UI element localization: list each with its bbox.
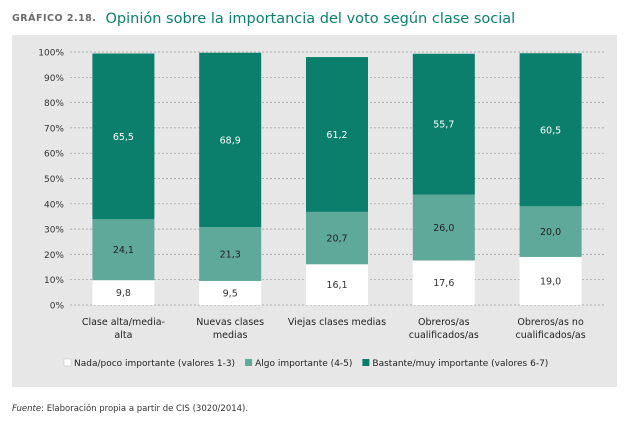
legend-swatch	[245, 359, 253, 366]
legend-label: Nada/poco importante (valores 1-3)	[74, 359, 235, 369]
bar-segment	[306, 264, 368, 305]
y-tick-label: 60%	[44, 150, 64, 160]
data-label: 65,5	[113, 132, 134, 143]
y-tick-label: 10%	[44, 276, 64, 286]
legend-label: Bastante/muy importante (valores 6-7)	[372, 359, 548, 369]
data-label: 20,0	[540, 227, 561, 238]
x-tick-label: cualificados/as	[516, 330, 586, 341]
bar-segment	[519, 256, 582, 305]
bar-segment	[412, 260, 475, 305]
data-label: 20,7	[326, 234, 347, 245]
legend-swatch	[63, 358, 72, 367]
data-label: 17,6	[433, 278, 454, 289]
y-tick-label: 90%	[44, 74, 64, 84]
data-label: 68,9	[220, 135, 241, 146]
bar-segment	[199, 280, 262, 305]
data-label: 60,5	[540, 125, 561, 136]
x-tick-label: Clase alta/media-	[82, 317, 165, 328]
data-label: 16,1	[326, 280, 347, 291]
x-tick-label: Obreros/as	[418, 317, 470, 328]
y-tick-label: 100%	[38, 49, 64, 59]
stacked-bar-chart: 0% 10% 20% 30% 40% 50% 60% 70% 80% 90% 100% 9,8 24,1…	[38, 49, 604, 369]
bar-segment	[306, 57, 368, 212]
source-note: Fuente: Elaboración propia a partir de C…	[12, 404, 248, 414]
data-label: 61,2	[326, 130, 347, 141]
y-tick-label: 20%	[44, 251, 64, 261]
x-tick-label: Obreros/as no	[517, 317, 584, 328]
bar-segment	[412, 53, 475, 195]
source-text: : Elaboración propia a partir de CIS (30…	[41, 404, 249, 414]
chart-title: Opinión sobre la importancia del voto se…	[105, 10, 516, 27]
bar-segment	[306, 211, 368, 265]
y-tick-label: 40%	[44, 200, 64, 210]
x-tick-label: medias	[213, 330, 248, 341]
y-tick-label: 0%	[50, 302, 65, 312]
data-label: 26,0	[433, 223, 454, 234]
data-label: 9,5	[223, 288, 238, 299]
data-label: 24,1	[113, 245, 134, 256]
data-label: 9,8	[116, 288, 131, 299]
bar-segment	[199, 52, 262, 228]
bar-segment	[199, 227, 262, 281]
y-tick-label: 30%	[44, 226, 64, 236]
chart-panel: 0% 10% 20% 30% 40% 50% 60% 70% 80% 90% 100% 9,8 24,1…	[12, 35, 617, 387]
data-label: 19,0	[540, 276, 561, 287]
source-prefix: Fuente	[12, 404, 42, 414]
figure-number: GRÁFICO 2.18.	[12, 13, 97, 24]
bar-segment	[92, 53, 155, 220]
bar-segment	[92, 219, 155, 281]
bar-segment	[92, 280, 155, 305]
legend-label: Algo importante (4-5)	[255, 359, 352, 369]
data-label: 21,3	[220, 250, 241, 261]
chart-header: GRÁFICO 2.18. Opinión sobre la importanc…	[12, 8, 515, 30]
x-tick-label: cualificados/as	[409, 330, 479, 341]
x-tick-label: alta	[114, 330, 132, 341]
x-tick-label: Viejas clases medias	[288, 317, 386, 328]
bar-segment	[519, 206, 582, 257]
bar-segment	[519, 53, 582, 207]
y-tick-label: 80%	[44, 99, 64, 109]
x-tick-label: Nuevas clases	[196, 317, 264, 328]
bar-segment	[412, 194, 475, 261]
legend-swatch	[362, 359, 370, 366]
data-label: 55,7	[433, 120, 454, 131]
y-tick-label: 50%	[44, 175, 64, 185]
y-tick-label: 70%	[44, 124, 64, 134]
